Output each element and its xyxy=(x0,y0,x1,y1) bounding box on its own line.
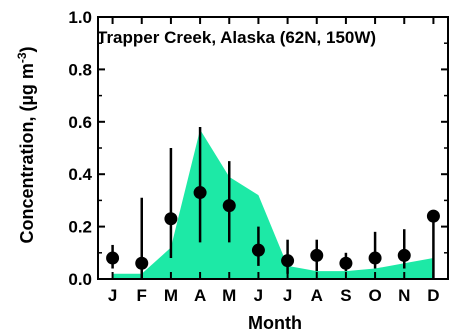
y-tick-label: 0.8 xyxy=(68,60,92,79)
data-point xyxy=(281,254,295,268)
data-point xyxy=(368,251,382,265)
y-tick-label: 1.0 xyxy=(68,8,92,27)
data-point xyxy=(106,251,120,265)
x-tick-label: J xyxy=(254,286,263,305)
y-tick-label: 0.4 xyxy=(68,165,92,184)
x-tick-label: N xyxy=(398,286,410,305)
x-tick-label: O xyxy=(368,286,381,305)
x-tick-label: A xyxy=(194,286,206,305)
x-tick-label: J xyxy=(108,286,117,305)
y-axis-title-exponent: -3 xyxy=(15,52,29,63)
x-tick-label: M xyxy=(164,286,178,305)
x-tick-label: M xyxy=(222,286,236,305)
y-axis-title-suffix: ) xyxy=(17,46,37,52)
y-tick-label: 0.6 xyxy=(68,113,92,132)
chart-title: Trapper Creek, Alaska (62N, 150W) xyxy=(97,28,376,47)
data-point xyxy=(222,199,236,213)
x-tick-label: S xyxy=(340,286,351,305)
x-axis-title: Month xyxy=(248,313,302,333)
model-area xyxy=(112,129,434,279)
y-tick-label: 0.0 xyxy=(68,270,92,289)
y-axis-title-text: Concentration, (µg m xyxy=(17,63,37,243)
axes-layer: 0.00.20.40.60.81.0J F M A M J J A S O N D xyxy=(68,8,449,305)
y-axis-title: Concentration, (µg m-3) xyxy=(15,46,37,243)
data-point xyxy=(397,248,411,262)
y-tick-label: 0.2 xyxy=(68,218,92,237)
observation-point-layer xyxy=(106,186,440,270)
x-tick-label: F xyxy=(137,286,147,305)
data-point xyxy=(426,209,440,223)
model-area-layer xyxy=(112,129,434,279)
x-tick-label: A xyxy=(311,286,323,305)
data-point xyxy=(193,186,207,200)
data-point xyxy=(251,243,265,257)
data-point xyxy=(135,256,149,270)
x-tick-label: J xyxy=(283,286,292,305)
data-point xyxy=(339,256,353,270)
data-point xyxy=(310,248,324,262)
x-tick-label: D xyxy=(427,286,439,305)
data-point xyxy=(164,212,178,226)
